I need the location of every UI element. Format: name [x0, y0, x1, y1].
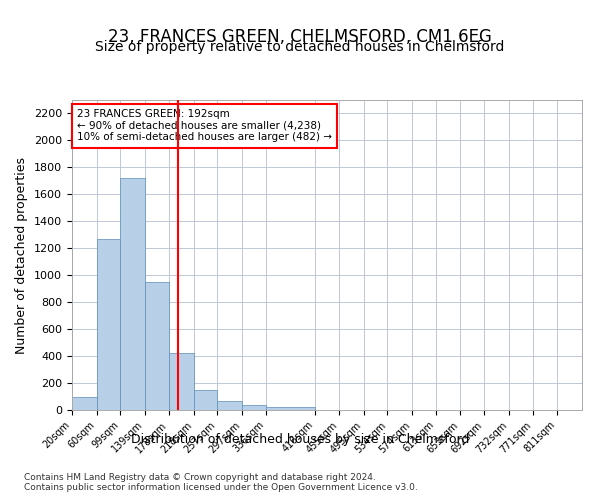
Text: Contains HM Land Registry data © Crown copyright and database right 2024.: Contains HM Land Registry data © Crown c…: [24, 472, 376, 482]
Bar: [169, 354, 194, 410]
Bar: [194, 390, 217, 410]
Y-axis label: Number of detached properties: Number of detached properties: [16, 156, 28, 354]
Text: Contains public sector information licensed under the Open Government Licence v3: Contains public sector information licen…: [24, 484, 418, 492]
Bar: [242, 406, 266, 410]
Bar: [121, 178, 145, 410]
Bar: [266, 408, 315, 410]
Text: Distribution of detached houses by size in Chelmsford: Distribution of detached houses by size …: [131, 432, 469, 446]
Bar: [97, 239, 121, 410]
Text: Size of property relative to detached houses in Chelmsford: Size of property relative to detached ho…: [95, 40, 505, 54]
Text: 23, FRANCES GREEN, CHELMSFORD, CM1 6EG: 23, FRANCES GREEN, CHELMSFORD, CM1 6EG: [108, 28, 492, 46]
Bar: [145, 282, 169, 410]
Bar: [72, 396, 97, 410]
Text: 23 FRANCES GREEN: 192sqm
← 90% of detached houses are smaller (4,238)
10% of sem: 23 FRANCES GREEN: 192sqm ← 90% of detach…: [77, 110, 332, 142]
Bar: [217, 401, 242, 410]
